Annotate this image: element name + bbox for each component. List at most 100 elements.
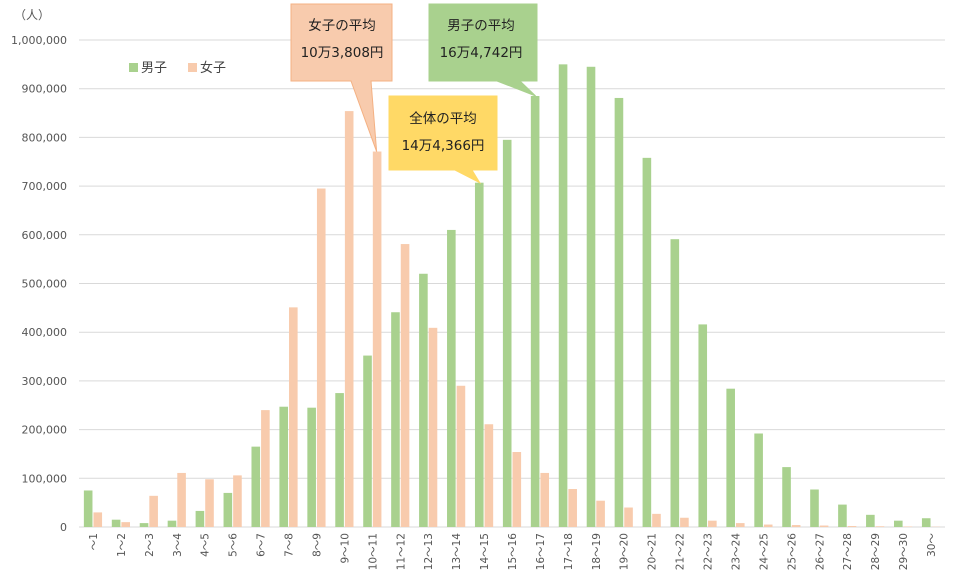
legend-label-male: 男子 (141, 61, 167, 76)
bar-male (838, 504, 847, 527)
bar-female (93, 512, 103, 527)
y-tick-label: 300,000 (22, 375, 68, 388)
callout-female: 女子の平均 10万3,808円 (290, 3, 393, 152)
bar-male (307, 407, 316, 527)
bar-male (893, 520, 903, 527)
x-tick-label: 18～19 (591, 533, 603, 570)
bar-male (363, 355, 372, 527)
x-tick-label: 11～12 (395, 533, 407, 570)
callout-male-box (428, 3, 538, 97)
x-tick-label: 10～11 (367, 533, 379, 570)
bar-female (512, 452, 522, 527)
x-axis-ticks: ～1 1～2 2～3 3～4 4～5 5～6 6～7 7～8 8～9 9～10 10～11 11～12… (88, 533, 938, 571)
bar-male (335, 393, 344, 527)
y-tick-label: 0 (60, 521, 67, 534)
x-tick-label: 29～30 (898, 533, 910, 570)
legend-label-female: 女子 (200, 60, 226, 76)
legend: 男子 女子 (129, 60, 226, 76)
y-axis-unit-label: （人） (14, 8, 50, 22)
bar-male (558, 64, 568, 527)
bars (83, 64, 941, 528)
bar-female (540, 472, 550, 527)
y-tick-label: 100,000 (22, 472, 68, 485)
x-tick-label: 26～27 (814, 533, 826, 570)
bar-female (344, 111, 354, 528)
x-tick-label: 4～5 (200, 533, 212, 557)
x-tick-label: 28～29 (870, 533, 882, 570)
x-tick-label: 23～24 (730, 533, 742, 571)
bar-female (596, 500, 605, 527)
x-tick-label: 2～3 (144, 533, 156, 557)
bar-male (698, 324, 708, 527)
y-tick-label: 400,000 (22, 326, 68, 339)
callout-total: 全体の平均 14万4,366円 (388, 95, 498, 184)
bar-female (149, 495, 158, 527)
x-tick-label: 13～14 (451, 533, 463, 571)
bar-male (223, 492, 233, 527)
bar-female (819, 525, 829, 527)
y-tick-label: 900,000 (22, 83, 68, 96)
bar-male (866, 514, 875, 527)
bar-female (177, 472, 186, 527)
x-tick-label: 21～22 (675, 533, 687, 570)
legend-swatch-female (188, 63, 197, 72)
bar-male (670, 239, 680, 528)
bar-female (233, 475, 242, 527)
x-tick-label: 7～8 (284, 533, 296, 557)
callout-female-value: 10万3,808円 (301, 45, 384, 61)
y-tick-label: 200,000 (22, 424, 68, 437)
bar-male (754, 433, 763, 527)
y-tick-label: 600,000 (22, 229, 68, 242)
bar-female (261, 410, 270, 527)
y-tick-label: 800,000 (22, 131, 68, 144)
bar-male (447, 229, 456, 527)
x-tick-label: 17～18 (563, 533, 575, 570)
bar-female (652, 513, 661, 527)
x-tick-label: 3～4 (172, 533, 184, 557)
y-axis-ticks: 0 100,000 200,000 300,000 400,000 500,000 600,… (11, 34, 67, 534)
bar-male (726, 388, 735, 527)
callout-female-title: 女子の平均 (308, 17, 376, 34)
y-tick-label: 700,000 (22, 180, 68, 193)
bar-female (708, 520, 717, 527)
x-tick-label: 14～15 (479, 533, 491, 570)
x-tick-label: 25～26 (786, 533, 798, 571)
bar-male (419, 273, 428, 527)
x-tick-label: 15～16 (507, 533, 519, 571)
bar-male (642, 157, 652, 527)
bar-female (763, 524, 773, 527)
callout-male: 男子の平均 16万4,742円 (428, 3, 538, 97)
x-tick-label: 22～23 (703, 533, 715, 570)
bar-male (279, 406, 289, 527)
bar-male (530, 96, 540, 527)
callout-total-value: 14万4,366円 (402, 138, 485, 154)
x-tick-label: 30～ (926, 533, 938, 557)
bar-male (474, 182, 484, 528)
x-tick-label: 1～2 (116, 533, 128, 557)
bar-female (316, 188, 326, 527)
x-tick-label: 12～13 (423, 533, 435, 570)
x-tick-label: 5～6 (228, 533, 240, 557)
bar-female (735, 523, 745, 527)
bar-male (251, 446, 261, 527)
x-tick-label: 20～21 (647, 533, 659, 570)
bar-female (205, 479, 214, 527)
x-tick-label: 27～28 (842, 533, 854, 570)
bar-male (167, 520, 177, 527)
bar-male (782, 467, 791, 527)
callout-female-box (290, 3, 393, 152)
bar-female (400, 244, 410, 528)
callout-total-title: 全体の平均 (409, 110, 477, 127)
x-tick-label: 24～25 (758, 533, 770, 570)
grid-lines (79, 39, 945, 528)
bar-female (568, 489, 577, 527)
bar-female (791, 525, 801, 527)
bar-male (111, 519, 121, 527)
bar-female (289, 307, 298, 527)
bar-male (139, 523, 149, 527)
callout-total-box (388, 95, 498, 184)
y-tick-label: 1,000,000 (11, 34, 67, 47)
callout-male-title: 男子の平均 (447, 18, 515, 34)
bar-male (614, 97, 624, 527)
